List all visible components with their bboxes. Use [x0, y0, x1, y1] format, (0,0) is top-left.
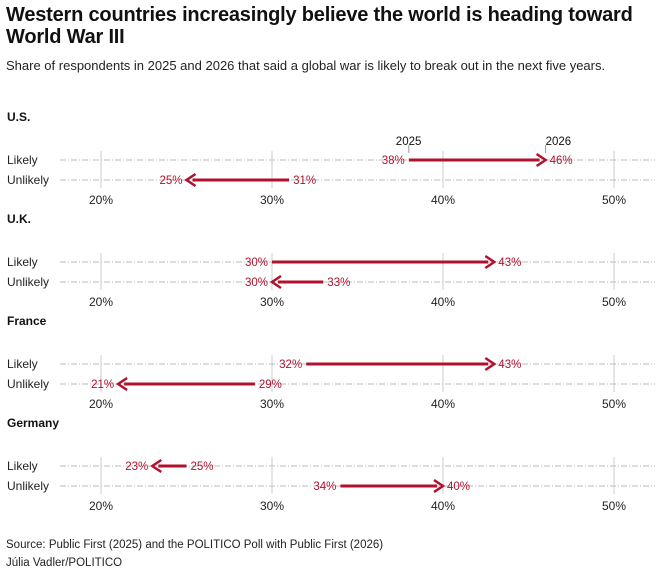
value-label-2026: 21%: [91, 379, 114, 391]
value-label-2026: 46%: [550, 155, 573, 167]
x-tick-label: 30%: [260, 397, 284, 411]
value-label-2025: 34%: [313, 481, 336, 493]
arrowhead-icon: [150, 458, 162, 474]
arrowhead-icon: [535, 152, 548, 168]
row-label: Unlikely: [7, 479, 49, 493]
legend-2026: 2026: [546, 136, 572, 148]
chart-title: Western countries increasingly believe t…: [6, 4, 633, 48]
arrowhead-icon: [484, 254, 497, 270]
x-tick-label: 40%: [431, 397, 455, 411]
arrowhead-icon: [115, 376, 128, 392]
value-label-2025: 33%: [327, 277, 350, 289]
value-label-2025: 30%: [245, 257, 268, 269]
row-label: Likely: [7, 459, 38, 473]
x-tick-label: 40%: [431, 499, 455, 513]
chart-subtitle: Share of respondents in 2025 and 2026 th…: [6, 58, 606, 73]
panel-title: France: [7, 314, 47, 328]
panel-title: U.K.: [7, 212, 31, 226]
value-label-2026: 25%: [159, 175, 182, 187]
x-tick-label: 30%: [260, 499, 284, 513]
legend-2025: 2025: [396, 136, 422, 148]
x-tick-label: 20%: [89, 397, 113, 411]
row-label: Unlikely: [7, 275, 49, 289]
arrowhead-icon: [184, 172, 197, 188]
x-tick-label: 50%: [602, 397, 626, 411]
x-tick-label: 50%: [602, 295, 626, 309]
x-tick-label: 20%: [89, 193, 113, 207]
value-label-2026: 43%: [498, 359, 521, 371]
credit-note: Júlia Vadler/POLITICO: [6, 557, 123, 569]
x-tick-label: 30%: [260, 193, 284, 207]
row-label: Likely: [7, 357, 38, 371]
row-label: Likely: [7, 153, 38, 167]
arrowhead-icon: [269, 274, 282, 290]
value-label-2026: 23%: [125, 461, 148, 473]
value-label-2025: 31%: [293, 175, 316, 187]
value-label-2026: 40%: [447, 481, 470, 493]
row-label: Unlikely: [7, 377, 49, 391]
value-label-2025: 38%: [382, 155, 405, 167]
x-tick-label: 50%: [602, 499, 626, 513]
row-label: Likely: [7, 255, 38, 269]
x-tick-label: 40%: [431, 193, 455, 207]
x-tick-label: 40%: [431, 295, 455, 309]
row-label: Unlikely: [7, 173, 49, 187]
arrowhead-icon: [484, 356, 497, 372]
x-tick-label: 30%: [260, 295, 284, 309]
value-label-2025: 32%: [279, 359, 302, 371]
value-label-2026: 43%: [498, 257, 521, 269]
source-note: Source: Public First (2025) and the POLI…: [6, 539, 384, 551]
arrowhead-icon: [433, 478, 446, 494]
x-tick-label: 20%: [89, 499, 113, 513]
value-label-2026: 30%: [245, 277, 268, 289]
value-label-2025: 29%: [259, 379, 282, 391]
panel-title: U.S.: [7, 110, 30, 124]
x-tick-label: 50%: [602, 193, 626, 207]
value-label-2025: 25%: [191, 461, 214, 473]
x-tick-label: 20%: [89, 295, 113, 309]
panel-title: Germany: [7, 416, 59, 430]
